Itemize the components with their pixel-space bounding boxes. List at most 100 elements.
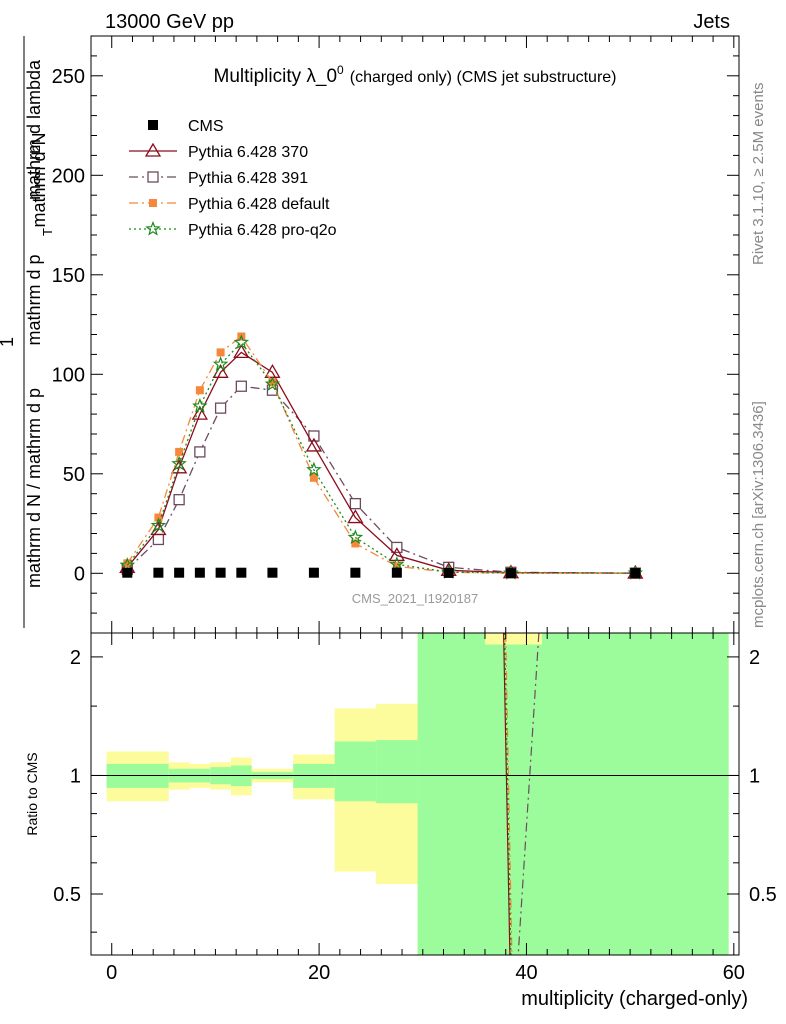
- data-point: [233, 344, 250, 359]
- series-line: [126, 351, 636, 574]
- data-point: [123, 559, 132, 568]
- ratio-lines: [503, 632, 540, 956]
- data-point: [268, 378, 277, 387]
- ratio-line: [504, 632, 512, 956]
- ratio-ytick-label: 0.5: [53, 884, 81, 906]
- ratio-line: [505, 632, 513, 956]
- data-point: [236, 567, 247, 578]
- legend-label: CMS: [188, 118, 224, 135]
- ratio-xlabel: multiplicity (charged-only): [521, 988, 748, 1010]
- data-point: [233, 334, 250, 350]
- main-ytick-label: 0: [74, 563, 85, 585]
- data-point: [443, 567, 454, 578]
- data-point: [195, 386, 204, 395]
- data-point: [192, 397, 208, 413]
- rivet-label: Rivet 3.1.10, ≥ 2.5M events: [750, 83, 767, 266]
- main-ytick-label: 100: [52, 364, 85, 386]
- data-point: [122, 567, 133, 578]
- ratio-xtick-label: 20: [308, 962, 330, 984]
- data-point: [194, 446, 206, 458]
- data-point: [392, 562, 401, 571]
- main-series: [119, 332, 644, 580]
- data-point: [191, 405, 208, 420]
- legend-item-pythia-6-428-default: Pythia 6.428 default: [129, 196, 330, 213]
- main-title: Multiplicity λ_00 (charged only) (CMS jet…: [214, 63, 617, 87]
- data-point: [235, 380, 247, 392]
- data-point: [153, 567, 164, 578]
- legend-item-cms: CMS: [148, 118, 224, 135]
- series-cms: [122, 567, 641, 579]
- data-point: [305, 437, 323, 452]
- data-point: [264, 376, 281, 391]
- legend-item-pythia-6-428-pro-q2o: Pythia 6.428 pro-q2o: [129, 220, 337, 239]
- title-superscript: 0: [337, 63, 344, 77]
- ratio-frame: [90, 632, 740, 956]
- stat-uncertainty-band: [334, 741, 377, 802]
- data-point: [389, 556, 405, 571]
- main-x-ticks: [111, 36, 735, 633]
- data-point: [267, 567, 278, 578]
- data-point: [150, 517, 167, 533]
- legend-label: Pythia 6.428 pro-q2o: [188, 222, 337, 239]
- data-point: [216, 348, 225, 357]
- ylabel-one: 1: [0, 337, 17, 347]
- data-point: [212, 356, 229, 371]
- total-uncertainty-band-top: [484, 633, 543, 645]
- data-point: [174, 567, 185, 578]
- title-suffix: (charged only) (CMS jet substructure): [350, 69, 617, 86]
- data-point: [194, 567, 205, 578]
- ratio-ytick-label: 1: [70, 765, 81, 787]
- ylabel-sub-t: T: [40, 228, 55, 236]
- ratio-ytick-label-right: 2: [749, 647, 760, 669]
- ylabel-middle: mathrm d p: [24, 254, 44, 345]
- legend-marker: [147, 171, 159, 183]
- legend-item-pythia-6-428-391: Pythia 6.428 391: [129, 170, 308, 187]
- analysis-id: CMS_2021_I1920187: [352, 591, 479, 606]
- ratio-line: [503, 632, 511, 956]
- legend-label: Pythia 6.428 391: [188, 170, 308, 187]
- series-pythia-6-428-391: [121, 380, 641, 579]
- ratio-xtick-label: 40: [515, 962, 537, 984]
- legend-marker: [148, 120, 158, 130]
- data-point: [309, 473, 318, 482]
- ratio-ylabel: Ratio to CMS: [24, 752, 40, 835]
- ratio-bands: [91, 633, 739, 955]
- ylabel-denominator: mathrm d N / mathrm d p: [24, 388, 44, 588]
- legend-marker: [145, 220, 161, 236]
- stat-uncertainty-band: [376, 740, 418, 804]
- main-ytick-label: 200: [52, 165, 85, 187]
- series-line: [126, 341, 636, 574]
- data-point: [347, 529, 364, 545]
- stat-uncertainty-band: [417, 633, 729, 955]
- legend-item-pythia-6-428-370: Pythia 6.428 370: [129, 142, 308, 161]
- data-point: [306, 461, 322, 477]
- data-point: [308, 567, 319, 578]
- data-point: [351, 539, 360, 548]
- data-point: [630, 568, 641, 579]
- header-right: Jets: [693, 11, 730, 33]
- data-point: [175, 447, 184, 456]
- main-y-ticks: 0 50 100 150 200 250: [52, 55, 739, 614]
- ratio-xtick-label: 60: [723, 962, 745, 984]
- header-left: 13000 GeV pp: [105, 11, 234, 33]
- ylabel-tail: mathrm d lambda: [24, 59, 44, 200]
- data-point: [388, 547, 405, 562]
- data-point: [173, 494, 185, 506]
- legend-label: Pythia 6.428 370: [188, 144, 308, 161]
- data-point: [171, 455, 187, 471]
- data-point: [215, 567, 226, 578]
- legend-label: Pythia 6.428 default: [188, 196, 330, 213]
- data-point: [152, 533, 165, 546]
- main-ytick-label: 250: [52, 66, 85, 88]
- main-ylabel: 1 mathrm d²N mathrm d N / mathrm d p mat…: [0, 36, 55, 628]
- legend: CMS Pythia 6.428 370 Pythia 6.428 391 Pythi…: [129, 118, 337, 239]
- data-point: [391, 567, 402, 578]
- data-point: [505, 568, 516, 579]
- ratio-ytick-label-right: 1: [749, 765, 760, 787]
- ratio-y-ticks: 0.5 0.5 1 1 2 2: [53, 647, 777, 933]
- ylabel-numerator: mathrm d²N: [29, 132, 49, 227]
- data-point: [347, 509, 364, 524]
- legend-marker: [149, 199, 157, 207]
